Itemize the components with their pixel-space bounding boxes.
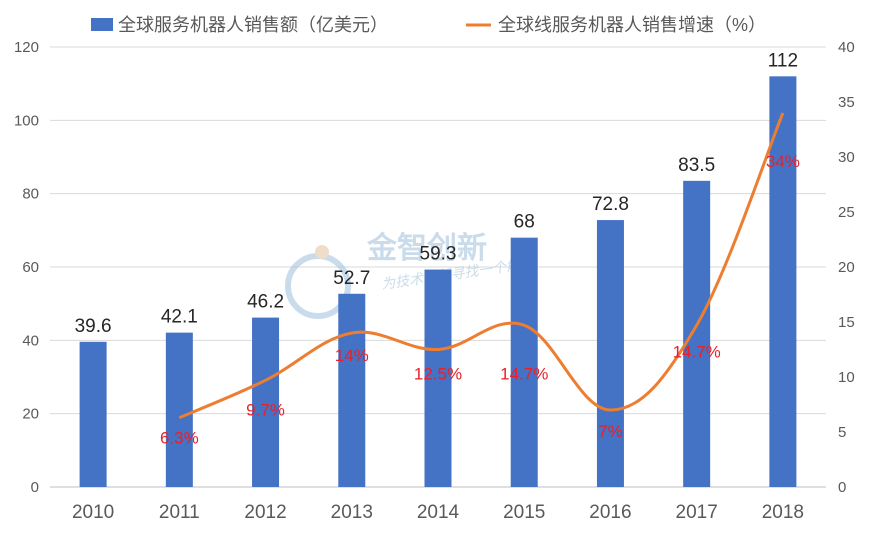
bar-value-label: 42.1 — [161, 307, 198, 328]
bar — [165, 332, 193, 487]
right-tick-label: 20 — [838, 259, 855, 276]
legend: 全球服务机器人销售额（亿美元） 全球线服务机器人销售增速（%） — [91, 15, 766, 35]
legend-line-label: 全球线服务机器人销售增速（%） — [498, 15, 766, 35]
x-tick-label: 2012 — [244, 502, 286, 523]
watermark-logo-dot-icon — [315, 245, 329, 259]
left-tick-label: 120 — [14, 39, 39, 56]
right-tick-label: 15 — [838, 314, 855, 331]
x-tick-label: 2011 — [159, 502, 200, 523]
x-tick-label: 2014 — [417, 502, 460, 523]
right-tick-label: 25 — [838, 204, 855, 221]
left-tick-label: 100 — [14, 112, 39, 129]
legend-bar-swatch — [91, 18, 113, 31]
bar — [596, 220, 624, 488]
right-tick-label: 40 — [838, 39, 855, 56]
bar-value-label: 39.6 — [75, 316, 112, 337]
right-tick-label: 10 — [838, 369, 855, 386]
x-axis: 2010 2011 2012 2013 2014 2015 2016 2017 2018 — [72, 502, 804, 523]
bar — [683, 180, 711, 488]
left-tick-label: 80 — [22, 186, 39, 203]
bar — [79, 341, 107, 487]
line-value-label: 7% — [598, 422, 623, 441]
bar-value-label: 83.5 — [678, 155, 715, 176]
line-value-label: 6.3% — [160, 429, 199, 448]
bar-value-label: 68 — [514, 212, 535, 233]
line-value-label: 14% — [335, 346, 369, 365]
bar-value-label: 46.2 — [247, 292, 284, 313]
bar-value-label: 72.8 — [592, 194, 629, 215]
bar — [510, 237, 538, 487]
left-tick-label: 0 — [31, 479, 39, 496]
bar — [252, 317, 280, 487]
x-tick-label: 2015 — [503, 502, 545, 523]
line-value-label: 14.7% — [500, 364, 548, 383]
x-tick-label: 2013 — [331, 502, 373, 523]
line-value-label: 34% — [766, 152, 800, 171]
right-tick-label: 0 — [838, 479, 846, 496]
line-series — [178, 112, 785, 420]
left-tick-label: 40 — [22, 332, 39, 349]
bar — [424, 269, 452, 487]
line-value-labels: 6.3% 9.7% 14% 12.5% 14.7% 7% 14.7% 34% — [160, 152, 800, 448]
right-tick-label: 35 — [838, 94, 855, 111]
x-tick-label: 2016 — [589, 502, 631, 523]
right-tick-label: 30 — [838, 149, 855, 166]
bar — [769, 76, 797, 487]
left-tick-label: 20 — [22, 406, 39, 423]
legend-bar-label: 全球服务机器人销售额（亿美元） — [118, 15, 388, 35]
growth-line — [178, 112, 785, 420]
right-axis: 0 5 10 15 20 25 30 35 40 — [838, 39, 855, 496]
line-value-label: 14.7% — [673, 342, 721, 361]
left-tick-label: 60 — [22, 259, 39, 276]
bar-value-label: 112 — [768, 50, 798, 71]
x-tick-label: 2018 — [762, 502, 804, 523]
bar-value-labels: 39.6 42.1 46.2 52.7 59.3 68 72.8 83.5 112 — [75, 50, 798, 336]
watermark-title: 金智创新 — [366, 231, 487, 265]
x-tick-label: 2010 — [72, 502, 114, 523]
bar-value-label: 59.3 — [420, 244, 457, 265]
watermark: 金智创新 为技术创新寻找一个解 — [285, 231, 523, 319]
bar-value-label: 52.7 — [333, 268, 370, 289]
bar-series — [79, 76, 797, 488]
line-value-label: 9.7% — [246, 400, 285, 419]
right-tick-label: 5 — [838, 424, 846, 441]
left-axis: 0 20 40 60 80 100 120 — [14, 39, 39, 496]
line-value-label: 12.5% — [414, 365, 462, 384]
x-tick-label: 2017 — [676, 502, 718, 523]
bar — [338, 293, 366, 487]
